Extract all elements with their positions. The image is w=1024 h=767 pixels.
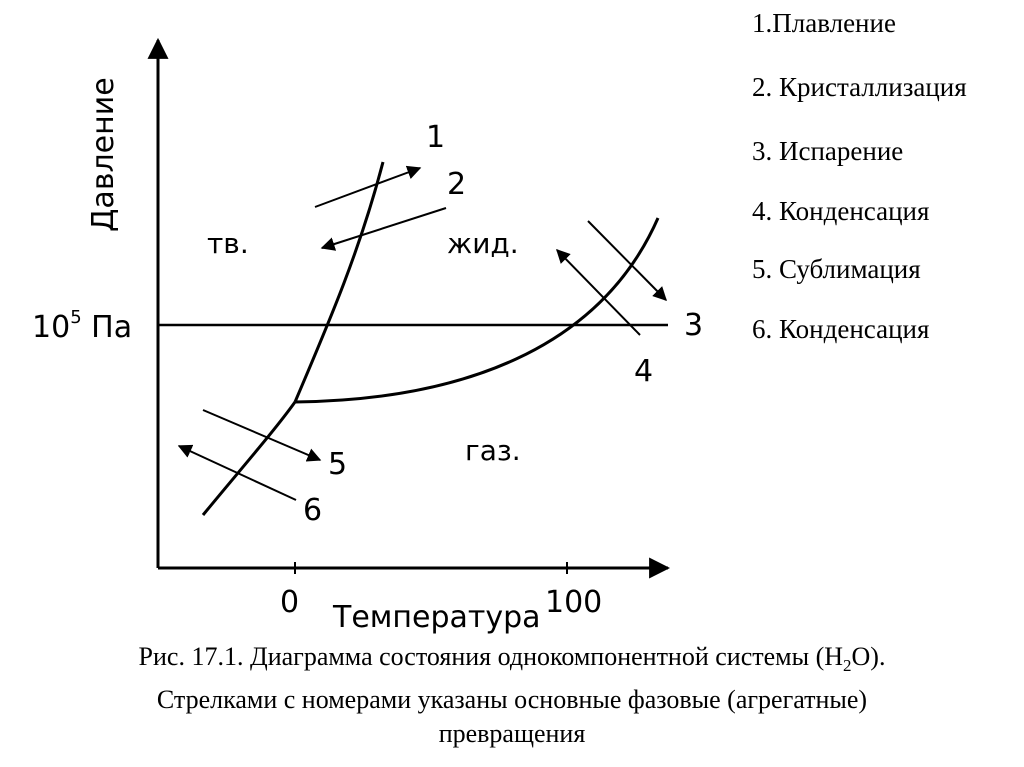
region-solid-label: тв.	[207, 227, 249, 260]
arrow-6	[177, 444, 297, 501]
legend-item-5: 5. Сублимация	[752, 254, 921, 284]
tick-label-hundred: 100	[545, 585, 602, 620]
arrow-3	[587, 220, 667, 301]
arrow-1	[314, 165, 422, 208]
arrow-label-2: 2	[447, 167, 466, 202]
y-axis-label: Давление	[86, 77, 121, 232]
tick-label-zero: 0	[280, 585, 299, 620]
caption-line-3: превращения	[438, 719, 586, 749]
legend-item-2: 2. Кристаллизация	[752, 72, 967, 102]
sublimation-curve	[201, 401, 297, 516]
arrow-label-3: 3	[684, 308, 703, 343]
caption-line-2: Стрелками с номерами указаны основные фа…	[156, 685, 868, 715]
legend-item-1: 1.Плавление	[752, 8, 896, 38]
arrow-2	[320, 207, 447, 251]
x-axis-label: Температура	[332, 600, 541, 635]
arrow-label-4: 4	[634, 354, 653, 389]
region-gas-label: газ.	[465, 434, 521, 467]
legend-item-6: 6. Конденсация	[752, 314, 930, 344]
arrow-label-6: 6	[303, 493, 322, 528]
melting-curve	[293, 161, 385, 403]
pressure-value-label: 105 Па	[32, 307, 132, 345]
arrow-label-5: 5	[328, 447, 347, 482]
legend-item-3: 3. Испарение	[752, 136, 904, 166]
vaporization-curve	[294, 217, 660, 404]
caption-line-1: Рис. 17.1. Диаграмма состояния однокомпо…	[138, 642, 886, 676]
figure-caption: Рис. 17.1. Диаграмма состояния однокомпо…	[0, 640, 1024, 751]
legend-item-4: 4. Конденсация	[752, 196, 930, 226]
arrow-5	[202, 409, 322, 462]
arrow-label-1: 1	[426, 120, 445, 155]
region-liquid-label: жид.	[447, 227, 519, 260]
arrow-4	[556, 248, 641, 336]
